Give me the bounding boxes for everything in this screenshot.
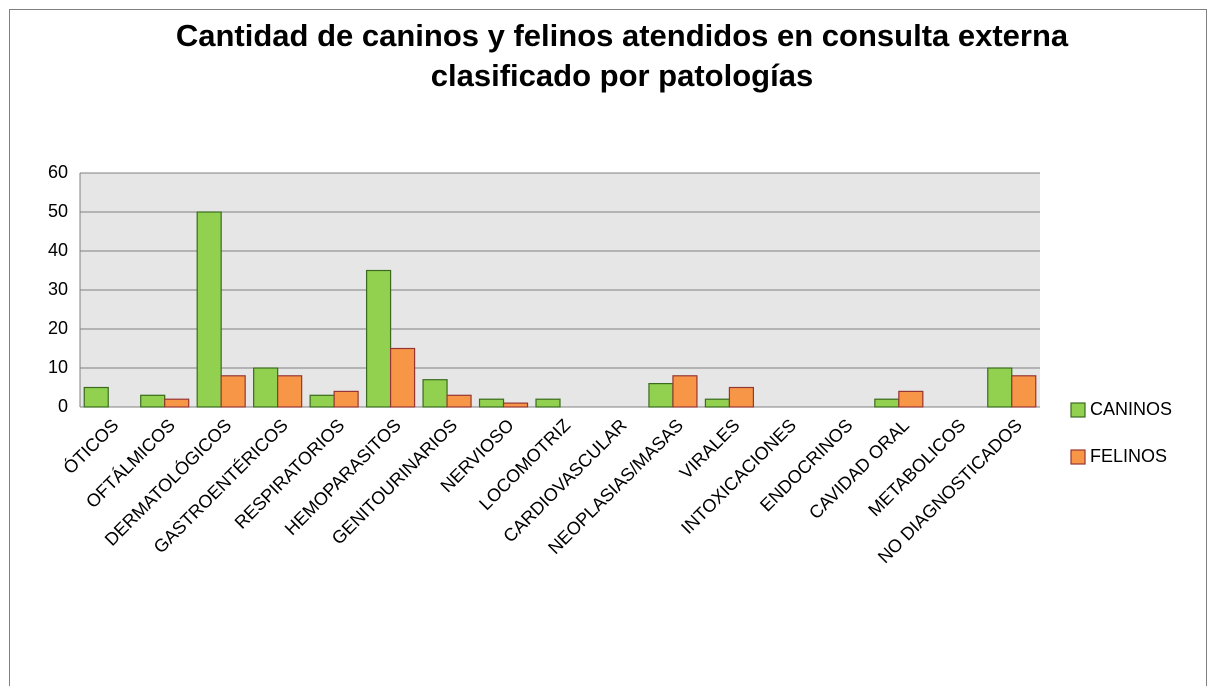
bar xyxy=(874,398,900,408)
y-tick-label: 10 xyxy=(48,357,68,377)
bar xyxy=(1011,375,1037,408)
legend-label: CANINOS xyxy=(1090,399,1172,419)
bar xyxy=(196,211,222,408)
bar xyxy=(164,398,190,408)
bar xyxy=(389,347,416,408)
x-tick-label: CAVIDAD ORAL xyxy=(805,415,913,523)
bar xyxy=(253,367,279,408)
chart-border xyxy=(9,9,1207,686)
legend-label: FELINOS xyxy=(1090,446,1167,466)
y-tick-label: 20 xyxy=(48,318,68,338)
bar xyxy=(83,386,109,408)
bar xyxy=(309,394,335,408)
bar xyxy=(728,386,755,408)
bar xyxy=(220,375,246,408)
y-tick-label: 60 xyxy=(48,162,68,182)
bar xyxy=(277,375,303,408)
y-tick-label: 50 xyxy=(48,201,68,221)
y-tick-label: 40 xyxy=(48,240,68,260)
bar xyxy=(672,375,698,408)
bar xyxy=(502,402,529,408)
legend-swatch xyxy=(1070,449,1086,465)
bar xyxy=(987,367,1013,408)
y-tick-label: 30 xyxy=(48,279,68,299)
x-tick-label: METABOLICOS xyxy=(864,415,969,520)
bar xyxy=(140,394,166,408)
bar xyxy=(535,398,561,408)
chart-title: Cantidad de caninos y felinos atendidos … xyxy=(175,18,1069,93)
bar xyxy=(422,379,448,408)
bar xyxy=(704,398,731,408)
y-tick-label: 0 xyxy=(58,396,68,416)
bar xyxy=(365,269,392,408)
bar xyxy=(333,390,359,408)
bar xyxy=(648,383,674,408)
bar xyxy=(898,390,924,408)
bar xyxy=(446,394,472,408)
bar xyxy=(478,398,505,408)
legend-swatch xyxy=(1070,402,1086,418)
